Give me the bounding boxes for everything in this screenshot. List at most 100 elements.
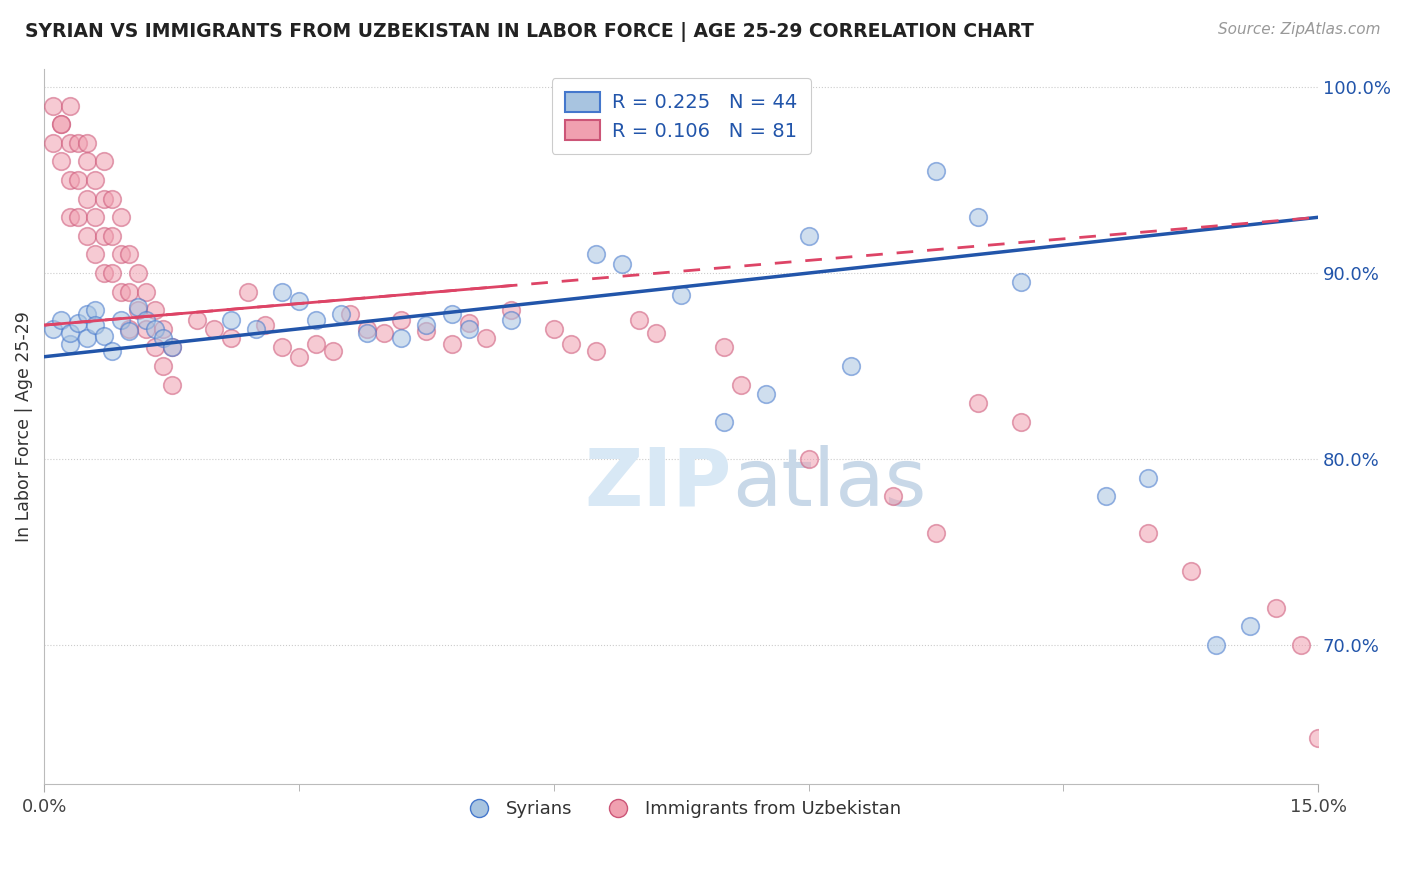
Legend: Syrians, Immigrants from Uzbekistan: Syrians, Immigrants from Uzbekistan	[454, 793, 908, 825]
Immigrants from Uzbekistan	[1264, 600, 1286, 615]
Immigrants from Uzbekistan	[101, 228, 124, 243]
Syrians	[356, 326, 378, 340]
Syrians	[305, 312, 328, 326]
Immigrants from Uzbekistan	[1180, 564, 1202, 578]
Immigrants from Uzbekistan	[356, 322, 378, 336]
Immigrants from Uzbekistan	[110, 285, 132, 299]
Immigrants from Uzbekistan	[925, 526, 948, 541]
Syrians	[330, 307, 353, 321]
Immigrants from Uzbekistan	[186, 312, 208, 326]
Immigrants from Uzbekistan	[84, 247, 107, 261]
Immigrants from Uzbekistan	[713, 341, 735, 355]
Immigrants from Uzbekistan	[58, 99, 80, 113]
Immigrants from Uzbekistan	[288, 350, 311, 364]
Immigrants from Uzbekistan	[49, 117, 72, 131]
Immigrants from Uzbekistan	[41, 99, 63, 113]
Syrians	[76, 331, 98, 345]
Immigrants from Uzbekistan	[93, 228, 115, 243]
Syrians	[110, 312, 132, 326]
Immigrants from Uzbekistan	[143, 303, 166, 318]
Immigrants from Uzbekistan	[118, 285, 141, 299]
Immigrants from Uzbekistan	[219, 331, 242, 345]
Syrians	[755, 387, 778, 401]
Syrians	[245, 322, 267, 336]
Syrians	[1137, 470, 1160, 484]
Syrians	[84, 303, 107, 318]
Immigrants from Uzbekistan	[67, 173, 90, 187]
Immigrants from Uzbekistan	[58, 136, 80, 150]
Immigrants from Uzbekistan	[67, 211, 90, 225]
Syrians	[49, 312, 72, 326]
Immigrants from Uzbekistan	[305, 336, 328, 351]
Immigrants from Uzbekistan	[967, 396, 990, 410]
Immigrants from Uzbekistan	[49, 117, 72, 131]
Syrians	[93, 329, 115, 343]
Immigrants from Uzbekistan	[135, 285, 157, 299]
Syrians	[1094, 489, 1116, 503]
Immigrants from Uzbekistan	[475, 331, 498, 345]
Immigrants from Uzbekistan	[135, 322, 157, 336]
Immigrants from Uzbekistan	[101, 192, 124, 206]
Immigrants from Uzbekistan	[110, 211, 132, 225]
Syrians	[1239, 619, 1261, 633]
Immigrants from Uzbekistan	[152, 322, 174, 336]
Text: atlas: atlas	[733, 445, 927, 523]
Immigrants from Uzbekistan	[1137, 526, 1160, 541]
Immigrants from Uzbekistan	[543, 322, 565, 336]
Syrians	[219, 312, 242, 326]
Immigrants from Uzbekistan	[797, 452, 820, 467]
Immigrants from Uzbekistan	[389, 312, 412, 326]
Immigrants from Uzbekistan	[627, 312, 650, 326]
Immigrants from Uzbekistan	[236, 285, 259, 299]
Immigrants from Uzbekistan	[560, 336, 582, 351]
Immigrants from Uzbekistan	[339, 307, 361, 321]
Immigrants from Uzbekistan	[143, 341, 166, 355]
Syrians	[288, 293, 311, 308]
Syrians	[457, 322, 479, 336]
Syrians	[135, 312, 157, 326]
Syrians	[58, 336, 80, 351]
Immigrants from Uzbekistan	[76, 154, 98, 169]
Immigrants from Uzbekistan	[110, 247, 132, 261]
Syrians	[152, 331, 174, 345]
Immigrants from Uzbekistan	[1010, 415, 1032, 429]
Syrians	[67, 316, 90, 330]
Immigrants from Uzbekistan	[76, 228, 98, 243]
Immigrants from Uzbekistan	[41, 136, 63, 150]
Immigrants from Uzbekistan	[58, 211, 80, 225]
Text: ZIP: ZIP	[585, 445, 733, 523]
Immigrants from Uzbekistan	[160, 341, 183, 355]
Immigrants from Uzbekistan	[93, 154, 115, 169]
Syrians	[143, 322, 166, 336]
Syrians	[440, 307, 463, 321]
Immigrants from Uzbekistan	[271, 341, 294, 355]
Immigrants from Uzbekistan	[415, 324, 437, 338]
Immigrants from Uzbekistan	[93, 266, 115, 280]
Syrians	[1010, 276, 1032, 290]
Syrians	[76, 307, 98, 321]
Immigrants from Uzbekistan	[49, 154, 72, 169]
Syrians	[271, 285, 294, 299]
Immigrants from Uzbekistan	[585, 344, 607, 359]
Immigrants from Uzbekistan	[501, 303, 523, 318]
Y-axis label: In Labor Force | Age 25-29: In Labor Force | Age 25-29	[15, 311, 32, 542]
Syrians	[415, 318, 437, 332]
Syrians	[101, 344, 124, 359]
Immigrants from Uzbekistan	[322, 344, 344, 359]
Immigrants from Uzbekistan	[76, 136, 98, 150]
Immigrants from Uzbekistan	[440, 336, 463, 351]
Syrians	[160, 341, 183, 355]
Syrians	[58, 326, 80, 340]
Immigrants from Uzbekistan	[127, 266, 149, 280]
Immigrants from Uzbekistan	[373, 326, 395, 340]
Immigrants from Uzbekistan	[152, 359, 174, 373]
Text: Source: ZipAtlas.com: Source: ZipAtlas.com	[1218, 22, 1381, 37]
Immigrants from Uzbekistan	[644, 326, 666, 340]
Text: SYRIAN VS IMMIGRANTS FROM UZBEKISTAN IN LABOR FORCE | AGE 25-29 CORRELATION CHAR: SYRIAN VS IMMIGRANTS FROM UZBEKISTAN IN …	[25, 22, 1035, 42]
Syrians	[1205, 638, 1227, 652]
Immigrants from Uzbekistan	[84, 173, 107, 187]
Syrians	[925, 163, 948, 178]
Syrians	[797, 228, 820, 243]
Syrians	[127, 300, 149, 314]
Syrians	[585, 247, 607, 261]
